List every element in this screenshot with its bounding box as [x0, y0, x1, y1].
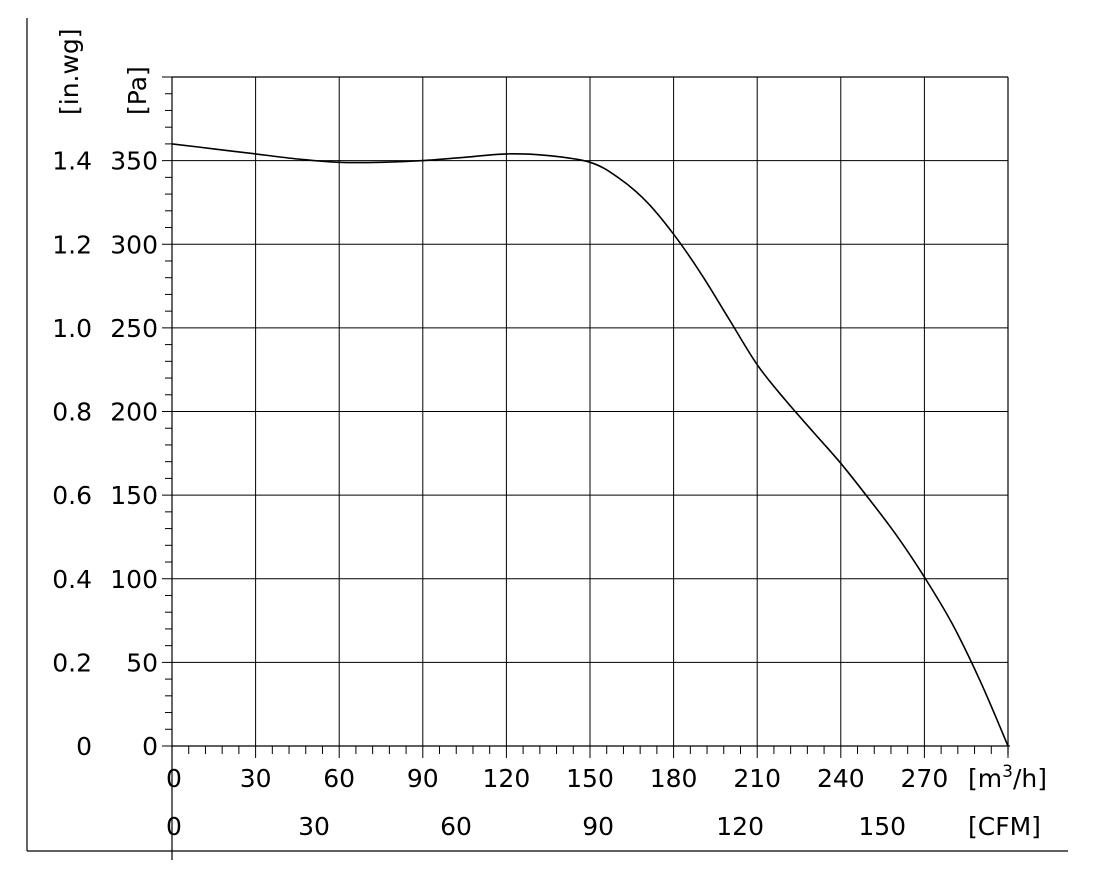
- y-tick-label: 200: [110, 398, 158, 427]
- x-tick-label: 180: [650, 764, 698, 793]
- y-tick-label: 150: [110, 481, 158, 510]
- minor-ticks: [162, 76, 1009, 758]
- axis-labels: 05010015020025030035000.20.40.60.81.01.2…: [52, 147, 948, 841]
- series-curve-group: [171, 143, 1009, 747]
- x-tick-label: 120: [483, 764, 531, 793]
- x-tick-label: 210: [733, 764, 781, 793]
- y-tick-label: 250: [110, 314, 158, 343]
- x-tick-label: 0: [166, 764, 182, 793]
- pressure-flow-curve: [171, 143, 1009, 747]
- x2-tick-label: 0: [166, 812, 182, 841]
- y-tick-label: 350: [110, 147, 158, 176]
- y-tick-label: 300: [110, 230, 158, 259]
- y2-tick-label: 0.6: [52, 481, 92, 510]
- chart-frame: [26, 18, 1068, 860]
- x-axis-label-sup: 3: [1002, 762, 1013, 782]
- x-tick-label: 90: [407, 764, 439, 793]
- y2-axis-label: [in.wg]: [55, 28, 84, 115]
- y-tick-label: 100: [110, 565, 158, 594]
- x-tick-label: 270: [901, 764, 949, 793]
- y2-tick-label: 1.2: [52, 230, 92, 259]
- y2-tick-label: 1.0: [52, 314, 92, 343]
- y-tick-label: 50: [126, 648, 158, 677]
- y2-tick-label: 0: [76, 732, 92, 761]
- x-tick-label: 150: [566, 764, 614, 793]
- y2-tick-label: 0.2: [52, 648, 92, 677]
- x2-tick-label: 60: [440, 812, 472, 841]
- x2-tick-label: 30: [298, 812, 330, 841]
- x-axis-label-base: [m: [968, 764, 1002, 793]
- y2-tick-label: 1.4: [52, 147, 92, 176]
- x2-tick-label: 90: [582, 812, 614, 841]
- y2-tick-label: 0.8: [52, 398, 92, 427]
- x2-axis-label: [CFM]: [968, 812, 1041, 841]
- x2-tick-label: 120: [716, 812, 764, 841]
- x-tick-label: 30: [240, 764, 272, 793]
- y2-tick-label: 0.4: [52, 565, 92, 594]
- x-tick-label: 240: [817, 764, 865, 793]
- x-axis-label-tail: /h]: [1013, 764, 1047, 793]
- x-tick-label: 60: [323, 764, 355, 793]
- x2-tick-label: 150: [858, 812, 906, 841]
- y-axis-label: [Pa]: [123, 66, 152, 115]
- y-tick-label: 0: [142, 732, 158, 761]
- x-axis-label: [m3/h]: [968, 762, 1047, 793]
- chart-grid: [172, 77, 1008, 746]
